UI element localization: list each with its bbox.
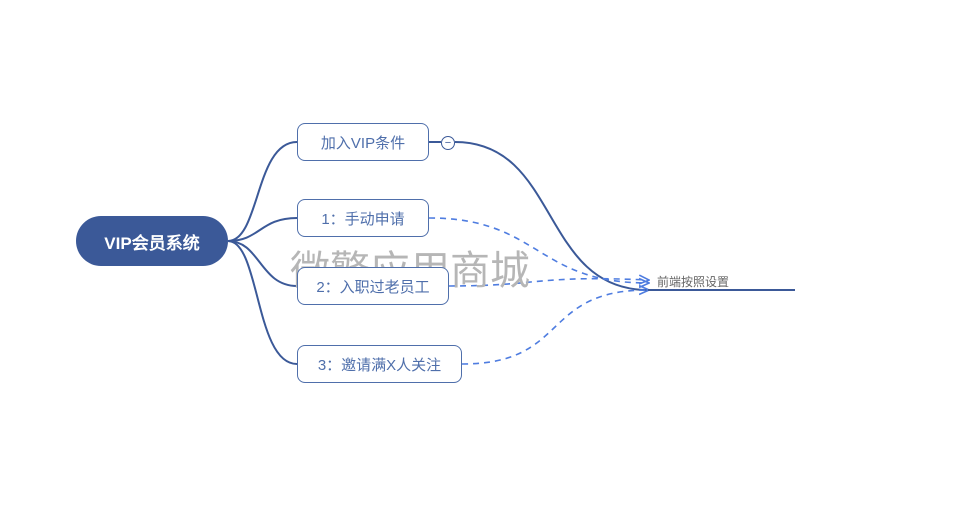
edge-solid bbox=[455, 142, 648, 290]
root-node-label: VIP会员系统 bbox=[104, 229, 199, 254]
child-node-label: 3：邀请满X人关注 bbox=[318, 354, 441, 375]
child-node-c0[interactable]: 加入VIP条件 bbox=[297, 123, 429, 161]
edge-dashed bbox=[429, 218, 648, 283]
edge-solid bbox=[228, 241, 297, 364]
child-node-label: 加入VIP条件 bbox=[321, 132, 405, 153]
child-node-label: 2：入职过老员工 bbox=[316, 276, 429, 297]
child-node-label: 1：手动申请 bbox=[321, 208, 404, 229]
child-node-c3[interactable]: 3：邀请满X人关注 bbox=[297, 345, 462, 383]
edge-solid bbox=[228, 142, 297, 241]
leaf-node[interactable]: 前端按照设置 bbox=[657, 273, 729, 290]
root-node[interactable]: VIP会员系统 bbox=[76, 216, 228, 266]
mindmap-canvas: 微擎应用商城 VIP会员系统 加入VIP条件1：手动申请2：入职过老员工3：邀请… bbox=[0, 0, 967, 516]
edge-dashed bbox=[462, 290, 648, 364]
child-node-c1[interactable]: 1：手动申请 bbox=[297, 199, 429, 237]
collapse-toggle-label: − bbox=[445, 138, 451, 149]
leaf-node-label: 前端按照设置 bbox=[657, 273, 729, 290]
dashed-edges-group bbox=[429, 218, 648, 364]
child-node-c2[interactable]: 2：入职过老员工 bbox=[297, 267, 449, 305]
collapse-toggle[interactable]: − bbox=[441, 136, 455, 150]
solid-edges-group bbox=[228, 142, 648, 364]
